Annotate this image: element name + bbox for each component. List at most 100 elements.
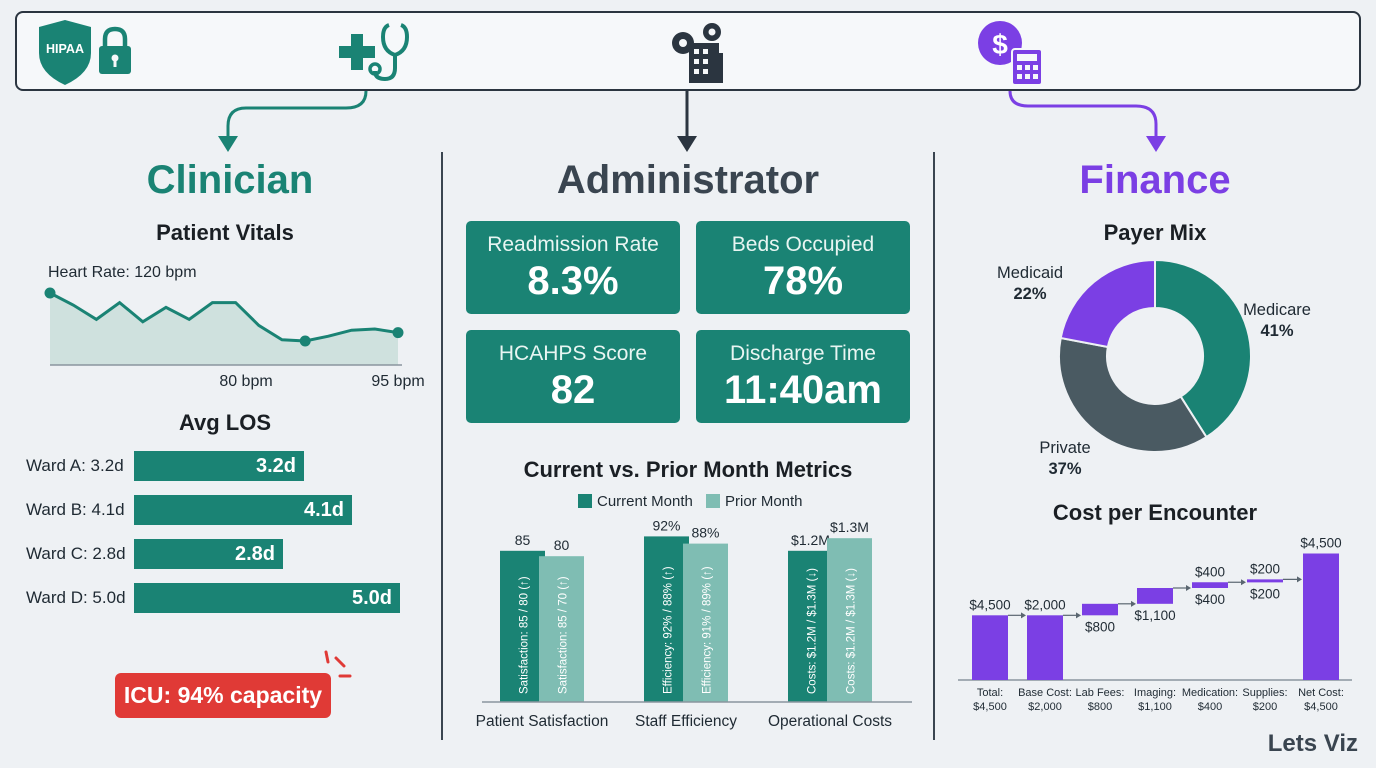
header-icons: HIPAA $ — [39, 20, 1043, 86]
vitals-label-mid: 80 bpm — [219, 373, 272, 390]
metric-category-label: Operational Costs — [768, 713, 892, 730]
kpi-card-readmission: Readmission Rate 8.3% — [466, 221, 680, 314]
los-ward-label: Ward C: 2.8d — [26, 544, 126, 563]
svg-text:$: $ — [992, 29, 1008, 60]
payer-slice — [1059, 258, 1156, 349]
waterfall-category-label: Net Cost: — [1298, 687, 1344, 699]
metric-inner-label: Satisfaction: 85 / 80 (↑) — [519, 576, 531, 694]
metric-bar — [644, 536, 689, 702]
hipaa-shield-icon: HIPAA — [39, 20, 91, 85]
los-ward-label: Ward B: 4.1d — [26, 500, 125, 519]
metric-inner-label: Efficiency: 92% / 88% (↑) — [663, 566, 675, 694]
header-arrows — [218, 90, 1166, 152]
cost-encounter-title: Cost per Encounter — [1052, 500, 1258, 525]
icu-capacity-badge: ICU: 94% capacity — [115, 673, 331, 718]
metric-value-label: $1.3M — [830, 519, 869, 535]
kpi-card-beds: Beds Occupied 78% — [696, 221, 910, 314]
waterfall-category-label: $1,100 — [1138, 701, 1172, 713]
waterfall-bar — [1027, 615, 1063, 680]
payer-mix-chart: Medicare 41% Private 37% Medicaid 22% — [997, 258, 1311, 478]
waterfall-category-label: Supplies: — [1242, 687, 1287, 699]
waterfall-bar — [1137, 588, 1173, 604]
waterfall-bar — [1192, 582, 1228, 588]
vitals-chart: Heart Rate: 120 bpm 80 bpm 95 bpm — [44, 264, 425, 390]
metric-value-label: $1.2M — [791, 532, 830, 548]
finance-title: Finance — [1079, 158, 1231, 202]
waterfall-bar — [1082, 603, 1118, 616]
alert-burst-icon — [324, 650, 352, 678]
kpi-value: 8.3% — [527, 259, 619, 303]
waterfall-value-label: $1,100 — [1134, 608, 1175, 623]
metric-category-label: Patient Satisfaction — [476, 713, 609, 730]
vitals-point — [392, 327, 404, 339]
waterfall-bar — [1303, 553, 1339, 680]
metric-inner-label: Efficiency: 91% / 89% (↑) — [702, 566, 714, 694]
vitals-label-end: 95 bpm — [371, 373, 424, 390]
vitals-point — [44, 287, 56, 299]
vitals-line — [49, 291, 399, 343]
waterfall-category-label: Medication: — [1182, 687, 1238, 699]
payer-slice-name: Medicaid — [997, 264, 1063, 282]
kpi-label: Discharge Time — [730, 342, 876, 365]
metric-bar — [539, 556, 584, 702]
waterfall-value-label: $2,000 — [1024, 597, 1065, 612]
waterfall-category-label: Lab Fees: — [1076, 687, 1125, 699]
metric-bar — [500, 550, 545, 702]
kpi-card-hcahps: HCAHPS Score 82 — [466, 330, 680, 423]
metrics-chart-title: Current vs. Prior Month Metrics — [523, 457, 853, 482]
payer-slice — [1154, 258, 1252, 439]
kpi-label: HCAHPS Score — [498, 342, 648, 365]
los-ward-label: Ward D: 5.0d — [26, 588, 126, 607]
legend-swatch-prior — [706, 494, 720, 508]
kpi-label: Readmission Rate — [487, 233, 659, 256]
waterfall-value-label: $200 — [1250, 561, 1280, 576]
kpi-label: Beds Occupied — [731, 233, 875, 256]
waterfall-value-label: $800 — [1085, 619, 1115, 634]
metric-value-label: 85 — [515, 532, 531, 548]
waterfall-category-label: Total: — [977, 687, 1003, 699]
metric-bar — [683, 543, 728, 702]
clinician-title: Clinician — [146, 158, 314, 202]
los-bar: 2.8d — [134, 539, 283, 569]
payer-mix-title: Payer Mix — [1103, 220, 1207, 245]
waterfall-value-label: $4,500 — [969, 597, 1010, 612]
waterfall-category-label: $4,500 — [1304, 701, 1338, 713]
metric-value-label: 88% — [691, 525, 719, 541]
vitals-area — [50, 293, 398, 365]
payer-slice-pct: 22% — [1013, 285, 1046, 303]
los-bar: 3.2d — [134, 451, 304, 481]
metric-inner-label: Costs: $1.2M / $1.3M (↓) — [807, 568, 819, 694]
metric-value-label: 92% — [652, 517, 680, 533]
waterfall-value-label: $200 — [1250, 586, 1280, 601]
waterfall-value-label: $400 — [1195, 564, 1225, 579]
administrator-title: Administrator — [556, 158, 820, 202]
payer-slice-pct: 37% — [1048, 460, 1081, 478]
metric-bar — [788, 550, 833, 702]
waterfall-bar — [972, 615, 1008, 680]
lock-icon — [99, 26, 131, 74]
los-bar: 4.1d — [134, 495, 352, 525]
legend-swatch-current — [578, 494, 592, 508]
payer-slice-name: Medicare — [1243, 301, 1311, 319]
kpi-value: 78% — [762, 259, 844, 303]
dollar-calculator-icon: $ — [978, 21, 1043, 86]
kpi-card-discharge: Discharge Time 11:40am — [696, 330, 910, 423]
metric-category-label: Staff Efficiency — [635, 713, 737, 730]
waterfall-category-label: $2,000 — [1028, 701, 1062, 713]
waterfall-bar — [1247, 579, 1283, 583]
metric-inner-label: Costs: $1.2M / $1.3M (↓) — [846, 568, 858, 694]
hipaa-text: HIPAA — [46, 42, 84, 56]
los-bar: 5.0d — [134, 583, 400, 613]
vitals-point — [299, 335, 311, 347]
waterfall-category-label: Imaging: — [1134, 687, 1176, 699]
clinician-arrow — [226, 90, 368, 140]
waterfall-category-label: $400 — [1198, 701, 1222, 713]
legend-prior: Prior Month — [725, 493, 803, 510]
waterfall-category-label: $4,500 — [973, 701, 1007, 713]
waterfall-value-label: $400 — [1195, 592, 1225, 607]
payer-slice-pct: 41% — [1260, 322, 1293, 340]
waterfall-category-label: $800 — [1088, 701, 1112, 713]
waterfall-value-label: $4,500 — [1300, 536, 1341, 551]
vitals-title: Patient Vitals — [156, 220, 294, 245]
divider-right — [933, 152, 935, 740]
